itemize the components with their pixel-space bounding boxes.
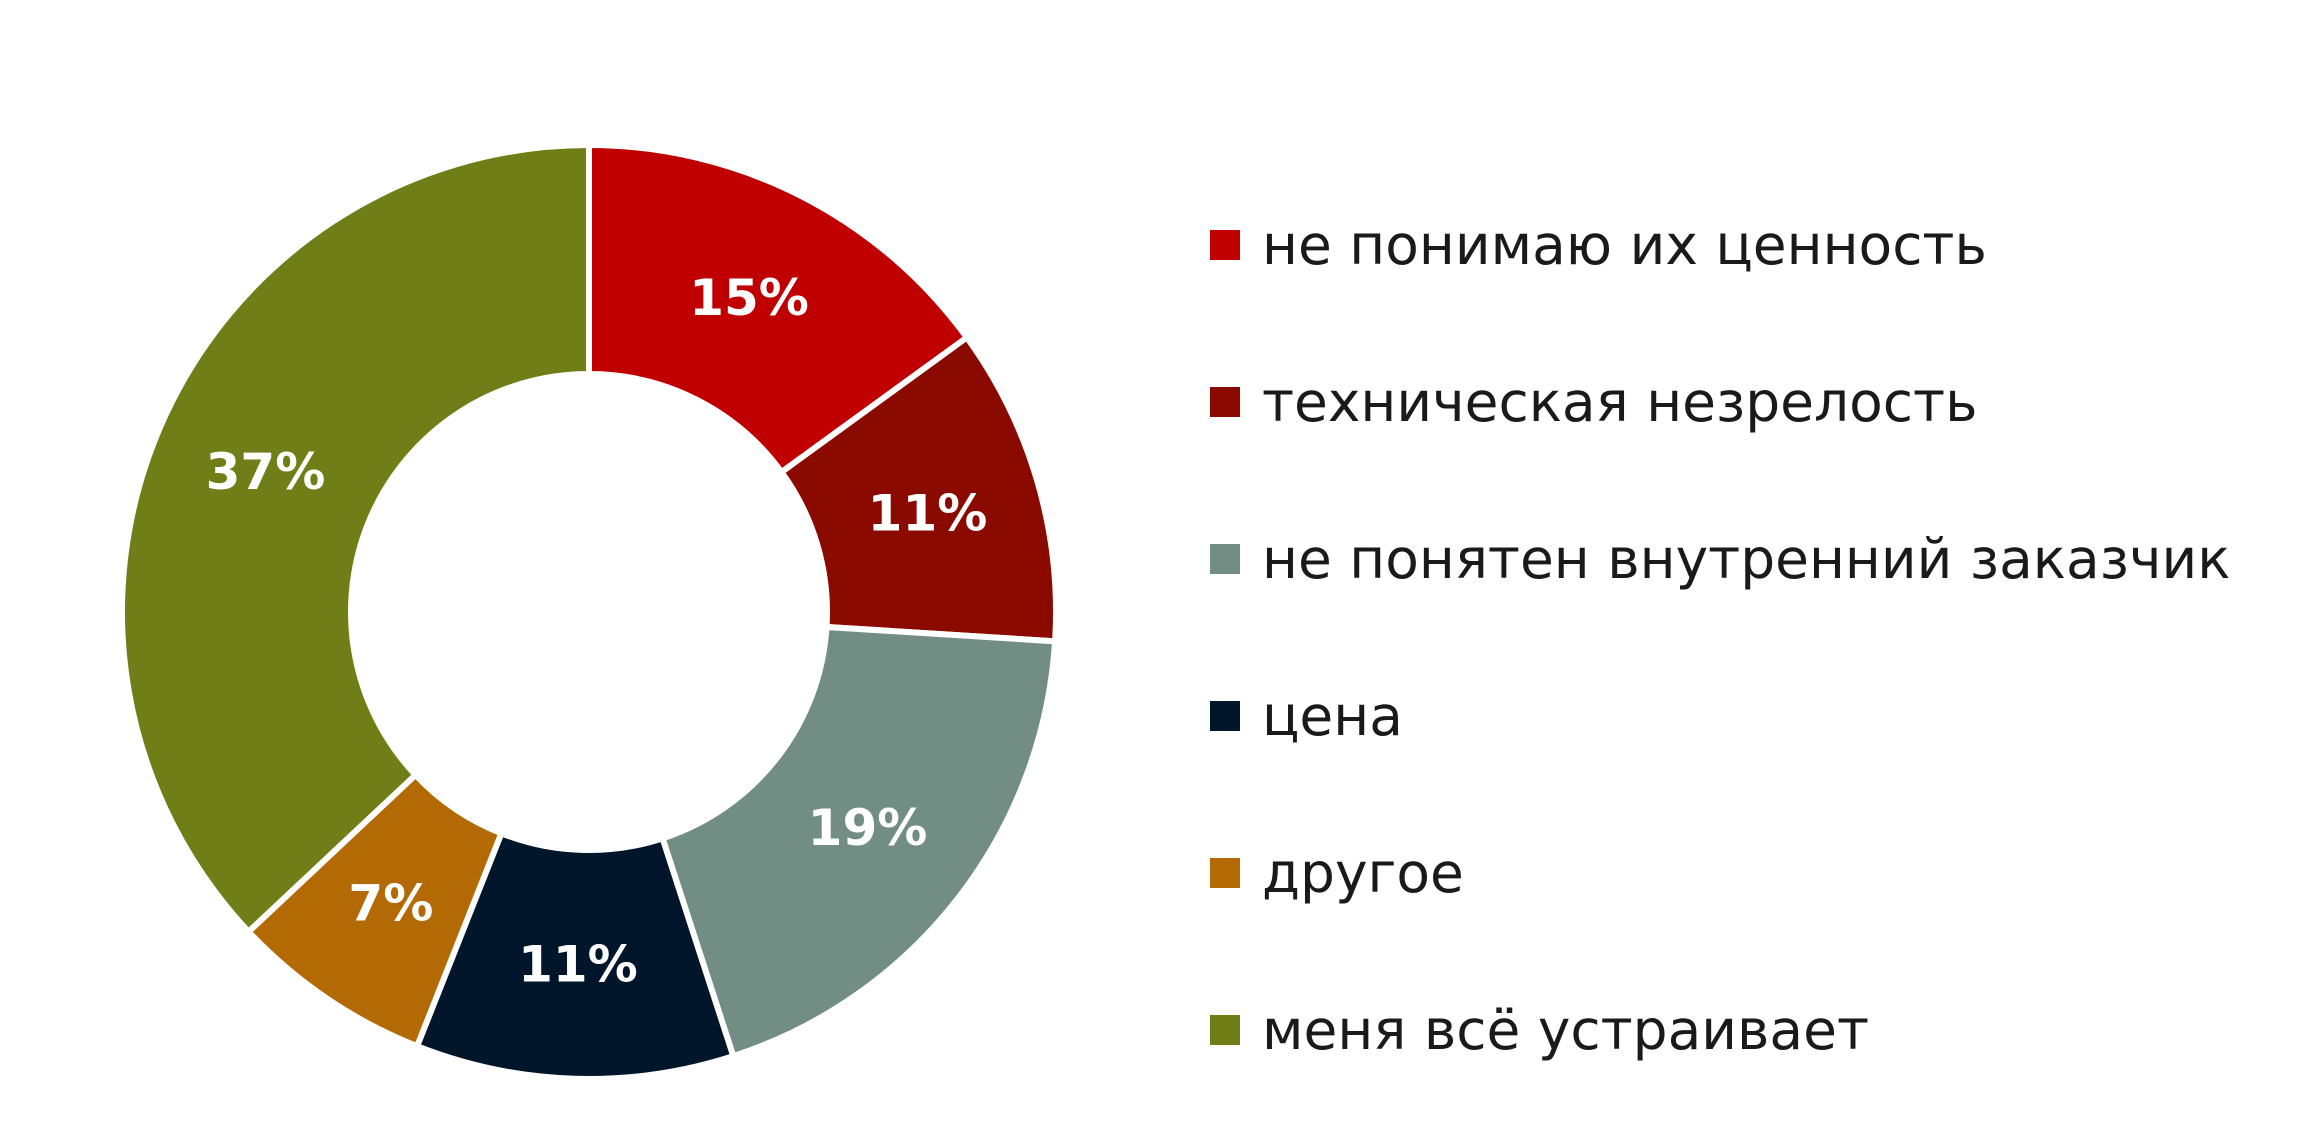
legend-label: меня всё устраивает xyxy=(1262,998,1869,1062)
slice-data-label: 19% xyxy=(808,799,928,857)
legend-label: цена xyxy=(1262,684,1403,748)
slice-data-label: 11% xyxy=(518,935,638,993)
donut-slices xyxy=(119,141,1059,1082)
slice-data-label: 37% xyxy=(206,443,326,501)
donut-slice xyxy=(413,829,738,1082)
legend-swatch xyxy=(1210,701,1240,731)
legend-swatch xyxy=(1210,544,1240,574)
legend-label: не понятен внутренний заказчик xyxy=(1262,527,2230,591)
donut-slice xyxy=(777,333,1059,645)
slice-data-label: 15% xyxy=(689,269,809,327)
slice-labels: 15% 11% 19% 11% 7% 37% xyxy=(206,269,988,993)
donut-slice xyxy=(658,623,1059,1060)
donut-slice xyxy=(586,141,972,477)
legend-swatch xyxy=(1210,387,1240,417)
legend-label: техническая незрелость xyxy=(1262,370,1977,434)
legend-swatch xyxy=(1210,1015,1240,1045)
slice-data-label: 7% xyxy=(348,875,433,933)
legend: не понимаю их ценность техническая незрел… xyxy=(1210,213,2230,1062)
slice-data-label: 11% xyxy=(868,485,988,543)
legend-label: другое xyxy=(1262,841,1464,905)
legend-swatch xyxy=(1210,230,1240,260)
legend-swatch xyxy=(1210,858,1240,888)
donut-slice xyxy=(119,141,592,936)
legend-label: не понимаю их ценность xyxy=(1262,213,1987,277)
